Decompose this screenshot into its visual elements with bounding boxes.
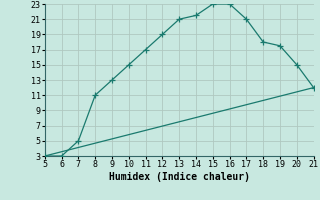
X-axis label: Humidex (Indice chaleur): Humidex (Indice chaleur) <box>109 172 250 182</box>
